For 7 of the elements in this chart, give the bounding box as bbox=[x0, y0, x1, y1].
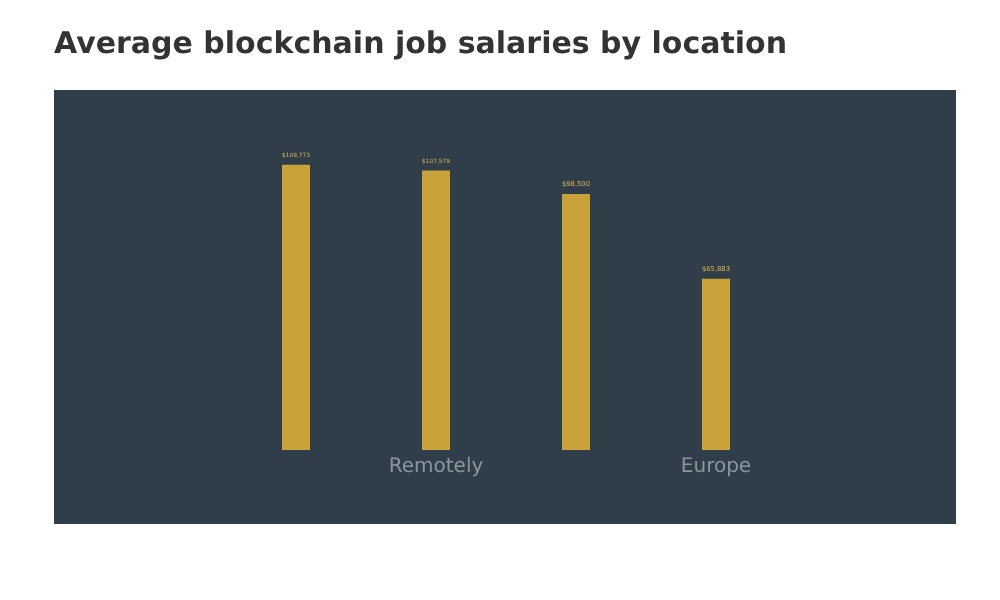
bar bbox=[282, 164, 310, 450]
x-tick-label: Remotely bbox=[388, 456, 484, 478]
bar bbox=[702, 278, 730, 450]
chart-title: Average blockchain job salaries by location bbox=[54, 24, 788, 61]
bar bbox=[562, 194, 590, 450]
x-tick-label: Europe bbox=[680, 456, 752, 478]
bar bbox=[422, 170, 450, 450]
